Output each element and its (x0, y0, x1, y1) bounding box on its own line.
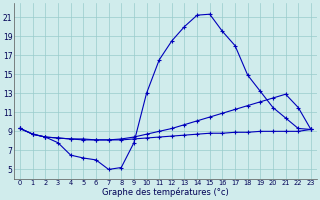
X-axis label: Graphe des températures (°c): Graphe des températures (°c) (102, 188, 229, 197)
